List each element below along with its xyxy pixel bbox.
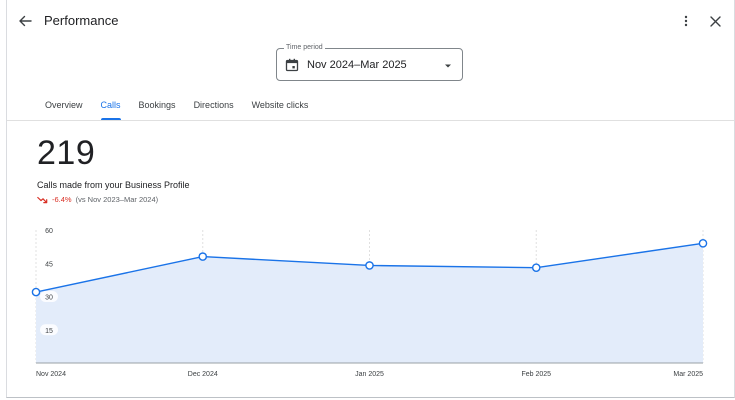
- trending-down-icon: [37, 196, 48, 203]
- y-tick-bg: [40, 324, 58, 336]
- calls-area-chart: 15 30 45 60 Nov 2024 Dec 2024 Jan 2025 Feb 2025…: [31, 224, 708, 378]
- metric-total: 219: [37, 134, 96, 172]
- trend-comparison: (vs Nov 2023–Mar 2024): [75, 195, 159, 204]
- y-tick-label: 60: [45, 228, 53, 235]
- y-tick-bg: [40, 224, 58, 236]
- metric-tabs: Overview Calls Bookings Directions Websi…: [36, 94, 317, 122]
- page-title: Performance: [44, 13, 119, 28]
- data-point: [698, 238, 708, 248]
- close-button[interactable]: [704, 10, 726, 32]
- calendar-icon: [285, 58, 299, 72]
- area-fill: [36, 243, 703, 363]
- tab-website-clicks[interactable]: Website clicks: [251, 100, 309, 110]
- tabs-divider: [7, 120, 734, 121]
- trend-change: -6.4%: [52, 195, 72, 204]
- metric-label: Calls made from your Business Profile: [37, 180, 190, 190]
- y-tick-label: 15: [45, 328, 53, 335]
- more-options-button[interactable]: [676, 10, 696, 32]
- y-tick-bg: [40, 257, 58, 269]
- time-period-select[interactable]: Time period Nov 2024–Mar 2025: [276, 43, 463, 81]
- back-button[interactable]: [14, 10, 36, 32]
- time-period-value: Nov 2024–Mar 2025: [307, 59, 407, 71]
- x-tick-label: Mar 2025: [673, 371, 703, 378]
- data-point: [531, 263, 541, 272]
- more-vert-icon: [684, 15, 688, 27]
- trend-row: -6.4% (vs Nov 2023–Mar 2024): [37, 195, 158, 204]
- y-tick-bg: [40, 291, 58, 302]
- tab-directions[interactable]: Directions: [193, 100, 234, 110]
- x-tick-label: Nov 2024: [36, 371, 66, 378]
- y-tick-label: 30: [45, 295, 53, 302]
- y-tick-label: 45: [45, 261, 53, 268]
- data-point: [365, 261, 374, 270]
- tab-bookings[interactable]: Bookings: [138, 100, 176, 110]
- x-tick-label: Feb 2025: [521, 371, 551, 378]
- dropdown-arrow-icon: [445, 64, 451, 68]
- x-tick-label: Jan 2025: [355, 371, 384, 378]
- tab-overview[interactable]: Overview: [45, 100, 83, 110]
- tab-calls[interactable]: Calls: [92, 94, 130, 120]
- time-period-legend: Time period: [284, 43, 325, 53]
- data-point: [198, 252, 208, 261]
- close-icon: [709, 15, 721, 27]
- data-point: [31, 287, 41, 297]
- x-tick-label: Dec 2024: [188, 371, 218, 378]
- arrow-back-icon: [19, 15, 32, 27]
